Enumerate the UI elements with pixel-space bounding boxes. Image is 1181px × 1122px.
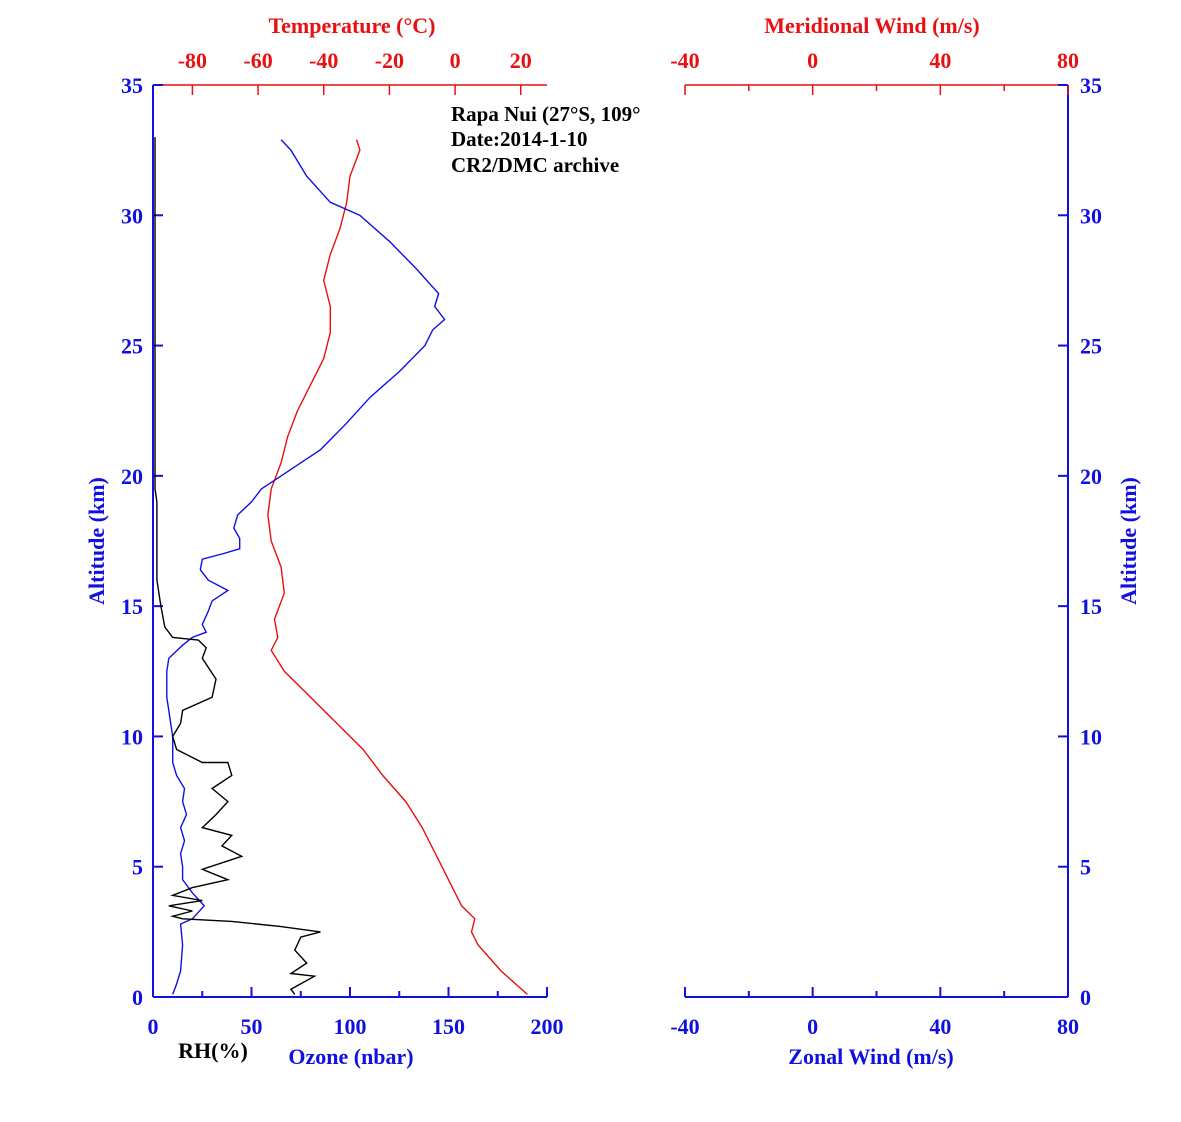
temperature-tick-label: 20 [510, 48, 532, 73]
temperature-tick-label: -40 [309, 48, 338, 73]
right-panel: 0 5 10 15 20 25 30 35 -40 0 40 80 -40 0 40 80 Meridio… [670, 13, 1141, 1069]
temperature-tick-label: -60 [243, 48, 272, 73]
right-y-axis-label: Altitude (km) [1116, 477, 1141, 605]
right-y-tick-label: 25 [1080, 334, 1102, 359]
annotation-line-3: CR2/DMC archive [451, 153, 619, 177]
ozone-tick-label: 0 [148, 1014, 159, 1039]
left-y-tick-label: 5 [132, 855, 143, 880]
temperature-tick-label: 0 [450, 48, 461, 73]
temperature-tick-label: -80 [178, 48, 207, 73]
left-y-axis-label: Altitude (km) [84, 477, 109, 605]
right-y-ticks: 0 5 10 15 20 25 30 35 [1058, 73, 1102, 1010]
zonal-tick-label: 40 [929, 1014, 951, 1039]
zonal-tick-label: 80 [1057, 1014, 1079, 1039]
ozone-tick-label: 100 [334, 1014, 367, 1039]
ozone-profile-line [166, 139, 446, 995]
left-y-tick-label: 0 [132, 985, 143, 1010]
zonal-axis-label: Zonal Wind (m/s) [788, 1044, 953, 1069]
rh-profile-line [154, 137, 321, 995]
right-y-tick-label: 30 [1080, 203, 1102, 228]
temperature-tick-label: -20 [375, 48, 404, 73]
right-y-tick-label: 15 [1080, 594, 1102, 619]
zonal-wind-ticks: -40 0 40 80 [670, 987, 1079, 1039]
ozone-tick-label: 50 [241, 1014, 263, 1039]
series-layer [154, 137, 528, 995]
left-y-tick-label: 10 [121, 724, 143, 749]
left-y-tick-label: 35 [121, 73, 143, 98]
zonal-tick-label: -40 [670, 1014, 699, 1039]
temperature-ticks: -80 -60 -40 -20 0 20 [178, 48, 532, 95]
meridional-tick-label: 80 [1057, 48, 1079, 73]
temperature-axis-label: Temperature (°C) [268, 13, 435, 38]
right-y-tick-label: 5 [1080, 855, 1091, 880]
ozone-ticks: 0 50 100 150 200 [148, 987, 564, 1039]
zonal-tick-label: 0 [807, 1014, 818, 1039]
left-y-tick-label: 25 [121, 334, 143, 359]
right-y-tick-label: 35 [1080, 73, 1102, 98]
ozone-tick-label: 200 [531, 1014, 564, 1039]
right-y-tick-label: 0 [1080, 985, 1091, 1010]
temperature-profile-line [267, 139, 528, 995]
left-y-ticks: 0 5 10 15 20 25 30 35 [121, 73, 163, 1010]
left-y-tick-label: 30 [121, 203, 143, 228]
right-y-tick-label: 10 [1080, 724, 1102, 749]
ozone-axis-label: Ozone (nbar) [288, 1044, 413, 1069]
meridional-axis-label: Meridional Wind (m/s) [764, 13, 980, 38]
meridional-tick-label: 0 [807, 48, 818, 73]
meridional-tick-label: 40 [929, 48, 951, 73]
annotation-line-2: Date:2014-1-10 [451, 127, 587, 151]
right-y-tick-label: 20 [1080, 464, 1102, 489]
ozone-tick-label: 150 [432, 1014, 465, 1039]
left-y-tick-label: 15 [121, 594, 143, 619]
meridional-wind-ticks: -40 0 40 80 [670, 48, 1079, 95]
rh-axis-label: RH(%) [178, 1038, 248, 1063]
annotation-line-1: Rapa Nui (27°S, 109° [451, 102, 641, 126]
meridional-tick-label: -40 [670, 48, 699, 73]
left-y-tick-label: 20 [121, 464, 143, 489]
